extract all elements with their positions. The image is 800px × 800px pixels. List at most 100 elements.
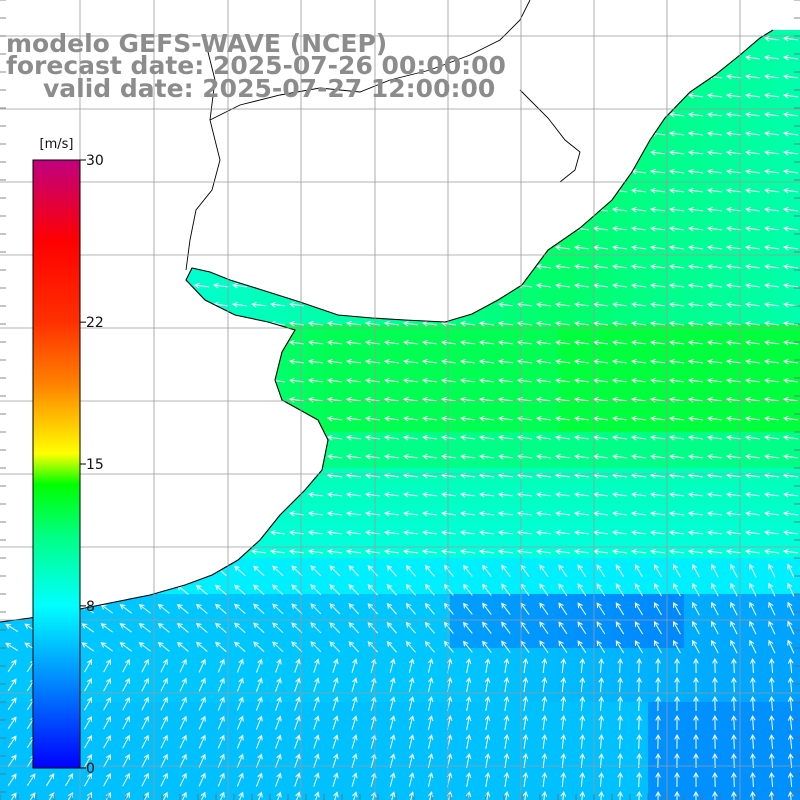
field-cell: [666, 720, 684, 738]
field-cell: [756, 108, 774, 126]
wind-arrow: [787, 639, 795, 654]
wind-arrow: [612, 244, 628, 251]
wind-arrow: [503, 696, 510, 711]
wind-arrow: [270, 377, 286, 384]
field-cell: [342, 378, 360, 396]
field-cell: [540, 396, 558, 414]
field-cell: [0, 792, 18, 800]
field-cell: [576, 558, 594, 576]
wind-arrow: [329, 584, 341, 596]
wind-arrow: [327, 320, 343, 327]
wind-arrow: [688, 358, 704, 365]
field-cell: [432, 792, 450, 800]
wind-arrow: [555, 510, 571, 517]
wind-arrow: [479, 358, 495, 365]
wind-arrow: [234, 622, 246, 634]
field-cell: [738, 702, 756, 720]
field-cell: [540, 504, 558, 522]
field-cell: [540, 414, 558, 432]
field-cell: [504, 342, 522, 360]
field-cell: [756, 540, 774, 558]
field-cell: [504, 504, 522, 522]
field-cell: [504, 468, 522, 486]
field-cell: [432, 342, 450, 360]
wind-arrow: [634, 621, 644, 635]
wind-arrow: [463, 640, 473, 653]
field-cell: [522, 720, 540, 738]
wind-arrow: [346, 510, 362, 517]
wind-arrow: [327, 491, 343, 498]
wind-arrow: [764, 206, 780, 213]
field-cell: [648, 378, 666, 396]
field-cell: [396, 576, 414, 594]
field-cell: [702, 396, 720, 414]
wind-arrow: [427, 715, 434, 730]
field-cell: [540, 594, 558, 612]
wind-arrow: [384, 415, 400, 422]
wind-arrow: [386, 602, 398, 615]
wind-arrow: [536, 320, 552, 327]
field-cell: [648, 648, 666, 666]
field-cell: [738, 198, 756, 216]
wind-arrow: [577, 564, 587, 578]
wind-arrow: [555, 453, 571, 460]
wind-arrow: [783, 263, 799, 270]
wind-arrow: [5, 623, 19, 633]
field-cell: [234, 288, 252, 306]
field-cell: [684, 234, 702, 252]
wind-arrow: [289, 301, 305, 308]
wind-arrow: [764, 415, 780, 422]
wind-arrow: [484, 734, 491, 749]
field-cell: [306, 540, 324, 558]
field-cell: [684, 666, 702, 684]
field-cell: [756, 72, 774, 90]
field-cell: [396, 342, 414, 360]
wind-arrow: [574, 491, 590, 498]
field-cell: [702, 432, 720, 450]
wind-arrow: [612, 377, 628, 384]
wind-arrow: [650, 263, 666, 270]
wind-arrow: [707, 244, 723, 251]
wind-arrow: [503, 734, 510, 749]
field-cell: [612, 432, 630, 450]
field-cell: [702, 90, 720, 108]
field-cell: [144, 720, 162, 738]
field-cell: [108, 666, 126, 684]
wind-arrow: [275, 715, 282, 730]
wind-arrow: [764, 263, 780, 270]
field-cell: [162, 792, 180, 800]
wind-arrow: [650, 206, 666, 213]
field-cell: [198, 792, 216, 800]
field-cell: [576, 540, 594, 558]
wind-arrow: [408, 715, 415, 730]
field-cell: [126, 774, 144, 792]
field-cell: [774, 144, 792, 162]
field-cell: [792, 288, 800, 306]
wind-arrow: [272, 584, 284, 596]
field-cell: [198, 666, 216, 684]
wind-arrow: [764, 130, 780, 137]
field-cell: [612, 288, 630, 306]
wind-arrow: [693, 695, 699, 712]
field-cell: [108, 612, 126, 630]
wind-arrow: [536, 377, 552, 384]
wind-arrow: [650, 377, 666, 384]
field-cell: [342, 612, 360, 630]
field-cell: [522, 288, 540, 306]
wind-arrow: [768, 620, 776, 635]
wind-arrow: [574, 415, 590, 422]
field-cell: [792, 72, 800, 90]
wind-arrow: [365, 453, 381, 460]
wind-arrow: [346, 529, 362, 536]
field-cell: [198, 720, 216, 738]
field-cell: [306, 522, 324, 540]
wind-arrow: [294, 658, 301, 673]
field-cell: [666, 522, 684, 540]
wind-arrow: [787, 733, 794, 750]
wind-arrow: [617, 790, 623, 800]
field-cell: [342, 540, 360, 558]
field-cell: [612, 342, 630, 360]
wind-arrow: [653, 621, 662, 635]
wind-arrow: [522, 658, 529, 674]
wind-arrow: [7, 659, 17, 673]
